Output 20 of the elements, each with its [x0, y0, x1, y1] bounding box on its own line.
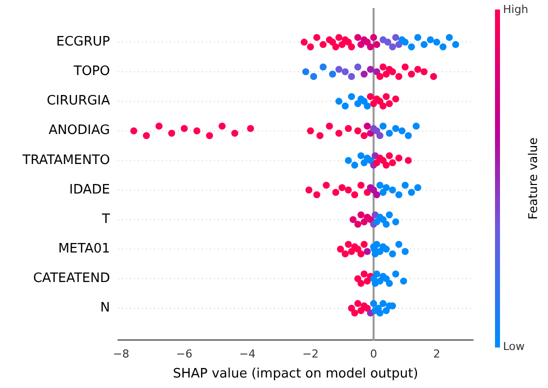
y-tick-label: ECGRUP [56, 34, 110, 50]
y-tick-label: META01 [58, 242, 110, 257]
y-tick-label: TOPO [72, 64, 110, 80]
x-tick-label: 2 [433, 348, 440, 361]
color-bar-label: Low [503, 340, 525, 353]
x-tick-label: 0 [370, 348, 378, 361]
y-tick-label: TRATAMENTO [22, 152, 110, 168]
color-bar-title: Feature value [526, 138, 540, 220]
y-tick-label: IDADE [69, 182, 110, 198]
x-tick-label: −6 [176, 348, 192, 361]
x-axis-title: SHAP value (impact on model output) [172, 366, 418, 382]
x-tick-label: −2 [302, 348, 319, 361]
y-tick-label: CATEATEND [33, 271, 110, 286]
y-tick-label: CIRURGIA [46, 94, 110, 109]
x-tick-label: −8 [113, 348, 130, 361]
x-tick-label: −4 [239, 348, 256, 361]
y-tick-label: T [101, 212, 110, 227]
color-bar-label: High [503, 2, 528, 16]
y-tick-label: ANODIAG [48, 123, 110, 138]
y-tick-label: N [100, 300, 110, 316]
